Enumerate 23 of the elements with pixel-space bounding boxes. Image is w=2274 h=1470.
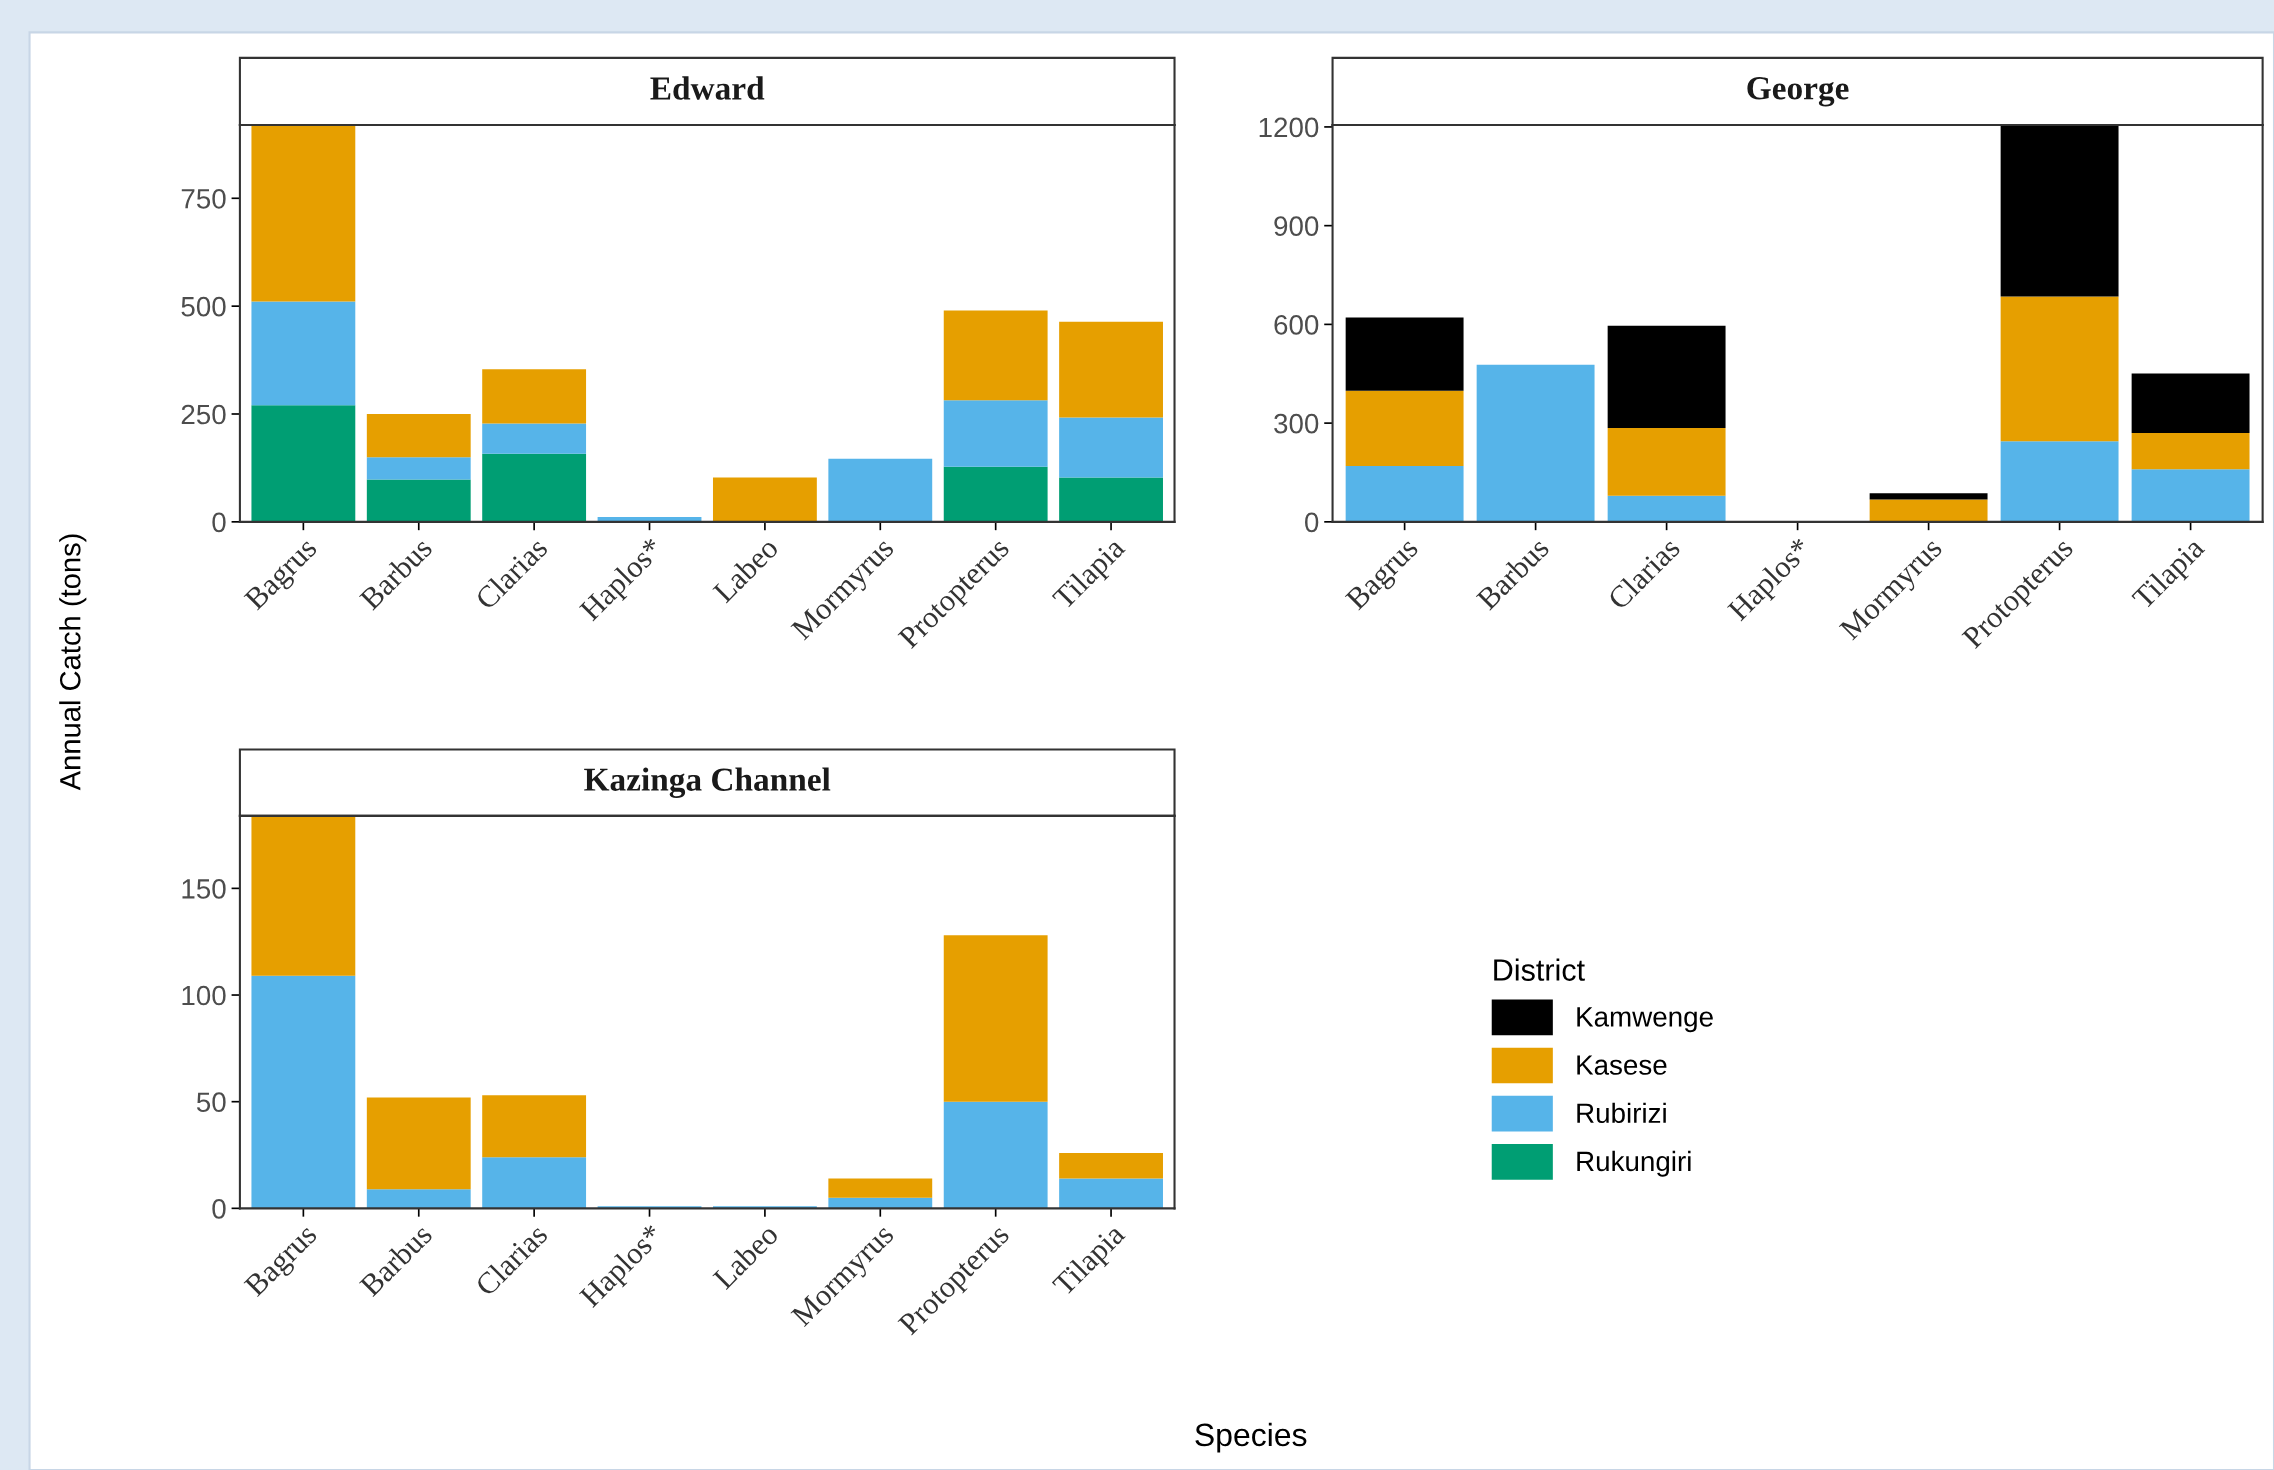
y-tick-label: 50 (196, 1092, 226, 1113)
legend-label: Rubirizi (1577, 1102, 1666, 1124)
y-axis-title: Annual Catch (tons) (59, 534, 87, 791)
chart-title: Kazinga Channel (584, 767, 831, 798)
y-tick-label: 0 (212, 512, 226, 533)
legend-label: Kamwenge (1577, 1007, 1713, 1033)
y-tick-label: 600 (1274, 315, 1319, 335)
y-tick-label: 0 (1305, 512, 1319, 533)
y-tick-label: 1200 (1259, 117, 1319, 138)
x-axis-title: Species (1195, 1422, 1307, 1453)
y-tick-label: 250 (181, 404, 226, 425)
y-tick-label: 0 (212, 1199, 226, 1219)
chart-title: George (1747, 77, 1849, 107)
legend-label: Kasese (1577, 1055, 1667, 1075)
y-tick-label: 150 (182, 879, 226, 899)
legend-label: Rukungiri (1577, 1150, 1691, 1177)
legend-title: District (1494, 958, 1585, 981)
chart-title: Edward (650, 76, 765, 100)
y-tick-label: 750 (181, 188, 226, 209)
y-tick-label: 100 (182, 985, 226, 1006)
y-tick-label: 500 (181, 296, 226, 317)
y-tick-label: 900 (1274, 216, 1319, 236)
y-tick-label: 300 (1274, 413, 1319, 434)
